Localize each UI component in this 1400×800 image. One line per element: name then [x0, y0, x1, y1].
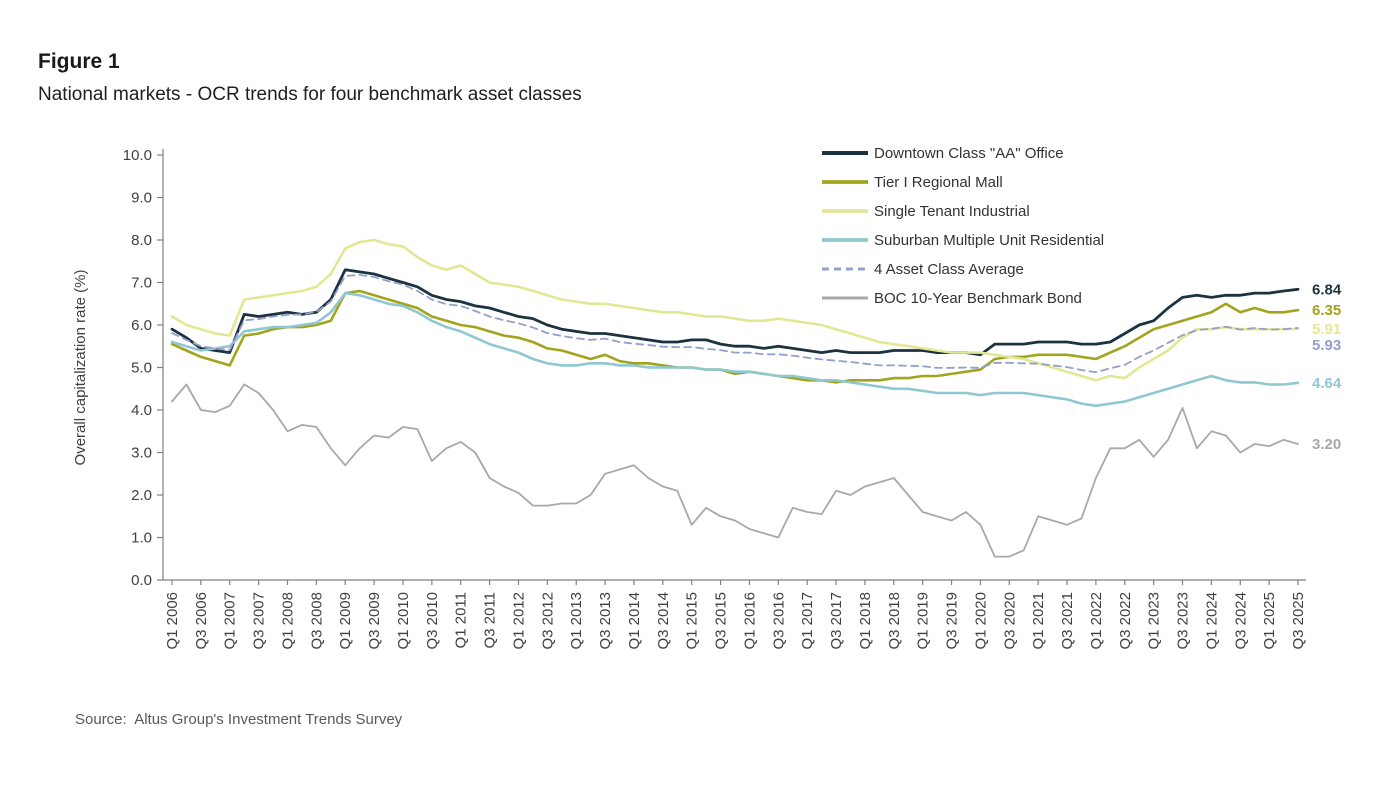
x-tick-label: Q1 2023 — [1146, 592, 1163, 650]
x-tick-label: Q3 2008 — [308, 592, 325, 650]
x-tick-label: Q1 2009 — [337, 592, 354, 650]
end-label-industrial: 5.91 — [1312, 321, 1341, 338]
y-tick-label: 0.0 — [131, 572, 152, 589]
legend-label-industrial: Single Tenant Industrial — [874, 203, 1030, 220]
series-line-bond — [171, 383, 1299, 558]
x-tick-label: Q1 2012 — [510, 592, 527, 650]
x-tick-label: Q1 2006 — [164, 592, 181, 650]
x-tick-label: Q1 2007 — [222, 592, 239, 650]
x-tick-label: Q3 2018 — [886, 592, 903, 650]
legend-label-residential: Suburban Multiple Unit Residential — [874, 232, 1104, 249]
ocr-trends-line-chart: 0.0 1.0 2.0 3.0 4.0 5.0 6.0 7.0 8.0 9.0 10.0 Overal… — [72, 145, 1342, 650]
x-tick-label: Q3 2024 — [1232, 592, 1249, 650]
x-tick-label: Q1 2020 — [972, 592, 989, 650]
series-line-residential — [170, 291, 1300, 408]
y-tick-label: 1.0 — [131, 530, 152, 547]
x-tick-label: Q3 2015 — [713, 592, 730, 650]
y-tick-label: 10.0 — [123, 147, 152, 164]
x-tick-label: Q1 2021 — [1030, 592, 1047, 650]
x-tick-label: Q1 2011 — [453, 592, 470, 648]
x-tick-label: Q1 2014 — [626, 592, 643, 650]
x-tick-label: Q3 2014 — [655, 592, 672, 650]
legend-label-average: 4 Asset Class Average — [874, 261, 1024, 278]
figure-subtitle: National markets - OCR trends for four b… — [38, 84, 582, 105]
source-note: Source: Altus Group's Investment Trends … — [75, 711, 403, 728]
y-tick-label: 4.0 — [131, 402, 152, 419]
x-tick-label: Q3 2025 — [1290, 592, 1307, 650]
series-line-office — [170, 268, 1300, 357]
x-tick-label: Q3 2009 — [366, 592, 383, 650]
end-label-residential: 4.64 — [1312, 375, 1342, 392]
y-tick-label: 5.0 — [131, 360, 152, 377]
x-tick-label: Q1 2013 — [568, 592, 585, 650]
x-tick-label: Q1 2019 — [915, 592, 932, 650]
x-tick-label: Q1 2025 — [1261, 592, 1278, 650]
figure-title: Figure 1 — [38, 50, 120, 73]
y-tick-label: 6.0 — [131, 317, 152, 334]
y-tick-label: 8.0 — [131, 232, 152, 249]
y-tick-label: 3.0 — [131, 445, 152, 462]
y-tick-label: 7.0 — [131, 275, 152, 292]
end-label-office: 6.84 — [1312, 281, 1342, 298]
legend-label-office: Downtown Class "AA" Office — [874, 145, 1064, 162]
x-tick-label: Q3 2016 — [770, 592, 787, 650]
x-tick-label: Q3 2019 — [944, 592, 961, 650]
x-tick-label: Q3 2020 — [1001, 592, 1018, 650]
x-tick-label: Q1 2024 — [1203, 592, 1220, 650]
x-tick-label: Q3 2007 — [251, 592, 268, 650]
y-tick-label: 9.0 — [131, 190, 152, 207]
x-tick-label: Q3 2006 — [193, 592, 210, 650]
end-label-average: 5.93 — [1312, 337, 1341, 354]
end-label-bond: 3.20 — [1312, 436, 1341, 453]
y-tick-label: 2.0 — [131, 487, 152, 504]
end-label-mall: 6.35 — [1312, 302, 1341, 319]
series-line-average — [171, 273, 1299, 374]
x-tick-label: Q3 2010 — [424, 592, 441, 650]
legend-label-bond: BOC 10-Year Benchmark Bond — [874, 290, 1082, 307]
x-tick-label: Q1 2008 — [279, 592, 296, 650]
x-tick-label: Q1 2016 — [741, 592, 758, 650]
x-tick-label: Q3 2023 — [1175, 592, 1192, 650]
x-tick-label: Q3 2022 — [1117, 592, 1134, 650]
x-tick-label: Q1 2022 — [1088, 592, 1105, 650]
y-axis-title: Overall capitalization rate (%) — [72, 270, 89, 466]
x-tick-label: Q3 2011 — [482, 592, 499, 648]
x-tick-label: Q3 2012 — [539, 592, 556, 650]
legend-label-mall: Tier I Regional Mall — [874, 174, 1003, 191]
x-tick-label: Q3 2021 — [1059, 592, 1076, 650]
x-tick-label: Q3 2013 — [597, 592, 614, 650]
x-tick-label: Q1 2010 — [395, 592, 412, 650]
x-tick-label: Q1 2015 — [684, 592, 701, 650]
x-tick-label: Q3 2017 — [828, 592, 845, 650]
x-tick-label: Q1 2017 — [799, 592, 816, 650]
series-line-mall — [170, 289, 1300, 384]
x-tick-label: Q1 2018 — [857, 592, 874, 650]
series-line-industrial — [170, 238, 1300, 382]
